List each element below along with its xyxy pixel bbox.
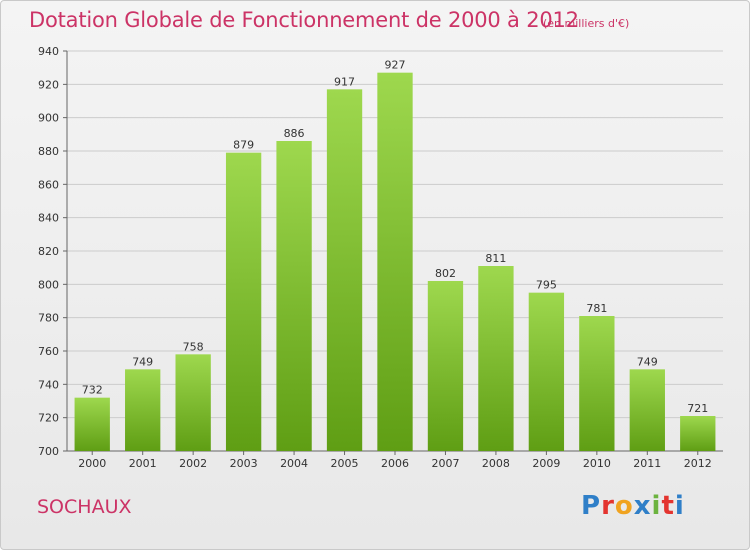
bar-value-label: 917 — [334, 75, 355, 88]
logo-letter: r — [601, 491, 615, 521]
y-tick-label: 760 — [38, 345, 59, 358]
logo-letter: o — [614, 491, 634, 521]
x-tick-label: 2010 — [583, 457, 611, 470]
bar-value-label: 749 — [132, 355, 153, 368]
x-tick-label: 2005 — [331, 457, 359, 470]
labels: 700 720 740 760 780 800 820 840 860 880 900 920 940 7… — [38, 45, 712, 470]
bar-value-label: 811 — [485, 252, 506, 265]
y-tick-label: 940 — [38, 45, 59, 58]
bar-value-label: 927 — [385, 59, 406, 72]
bar-value-label: 781 — [586, 302, 607, 315]
commune-name: SOCHAUX — [37, 496, 132, 518]
x-tick-label: 2011 — [633, 457, 661, 470]
bar-value-label: 879 — [233, 139, 254, 152]
y-tick-label: 700 — [38, 445, 59, 458]
x-tick-label: 2003 — [230, 457, 258, 470]
y-tick-label: 740 — [38, 378, 59, 391]
bar — [478, 266, 514, 451]
bar — [427, 281, 464, 451]
bar-value-label: 802 — [435, 267, 456, 280]
x-tick-label: 2012 — [684, 457, 712, 470]
logo-letter: x — [633, 491, 652, 521]
x-tick-label: 2001 — [129, 457, 157, 470]
bar — [528, 292, 565, 451]
bar — [74, 397, 110, 451]
logo-letter: P — [581, 491, 602, 521]
x-tick-label: 2008 — [482, 457, 510, 470]
x-tick-label: 2000 — [78, 457, 106, 470]
y-tick-label: 900 — [38, 112, 59, 125]
logo-letter: i — [651, 491, 662, 521]
x-tick-label: 2004 — [280, 457, 308, 470]
y-tick-label: 780 — [38, 312, 59, 325]
bar-value-label: 795 — [536, 279, 557, 292]
bar — [377, 72, 413, 452]
y-tick-label: 820 — [38, 245, 59, 258]
bar-value-label: 886 — [284, 127, 305, 140]
y-tick-label: 720 — [38, 412, 59, 425]
x-tick-label: 2009 — [532, 457, 560, 470]
bar-value-label: 732 — [82, 384, 103, 397]
y-tick-label: 920 — [38, 78, 59, 91]
bar — [276, 141, 312, 451]
x-tick-label: 2002 — [179, 457, 207, 470]
bar — [125, 369, 161, 451]
bar-value-label: 721 — [687, 402, 708, 415]
x-tick-label: 2006 — [381, 457, 409, 470]
logo-letter: t — [661, 491, 675, 521]
bar — [680, 416, 716, 451]
chart-title: Dotation Globale de Fonctionnement de 20… — [29, 8, 579, 32]
x-tick-label: 2007 — [431, 457, 459, 470]
bars — [74, 72, 716, 452]
logo-letter: i — [674, 491, 685, 521]
y-tick-label: 860 — [38, 178, 59, 191]
unit-note: (en milliers d'€) — [543, 17, 630, 30]
bar — [175, 354, 211, 451]
y-tick-label: 840 — [38, 212, 59, 225]
bar-value-label: 758 — [183, 340, 204, 353]
y-tick-label: 800 — [38, 278, 59, 291]
bar — [326, 89, 363, 451]
proxiti-logo: Proxiti — [581, 491, 685, 521]
bar — [629, 369, 665, 451]
y-tick-label: 880 — [38, 145, 59, 158]
bar-value-label: 749 — [637, 355, 658, 368]
bar — [579, 316, 615, 451]
bar — [225, 152, 262, 451]
